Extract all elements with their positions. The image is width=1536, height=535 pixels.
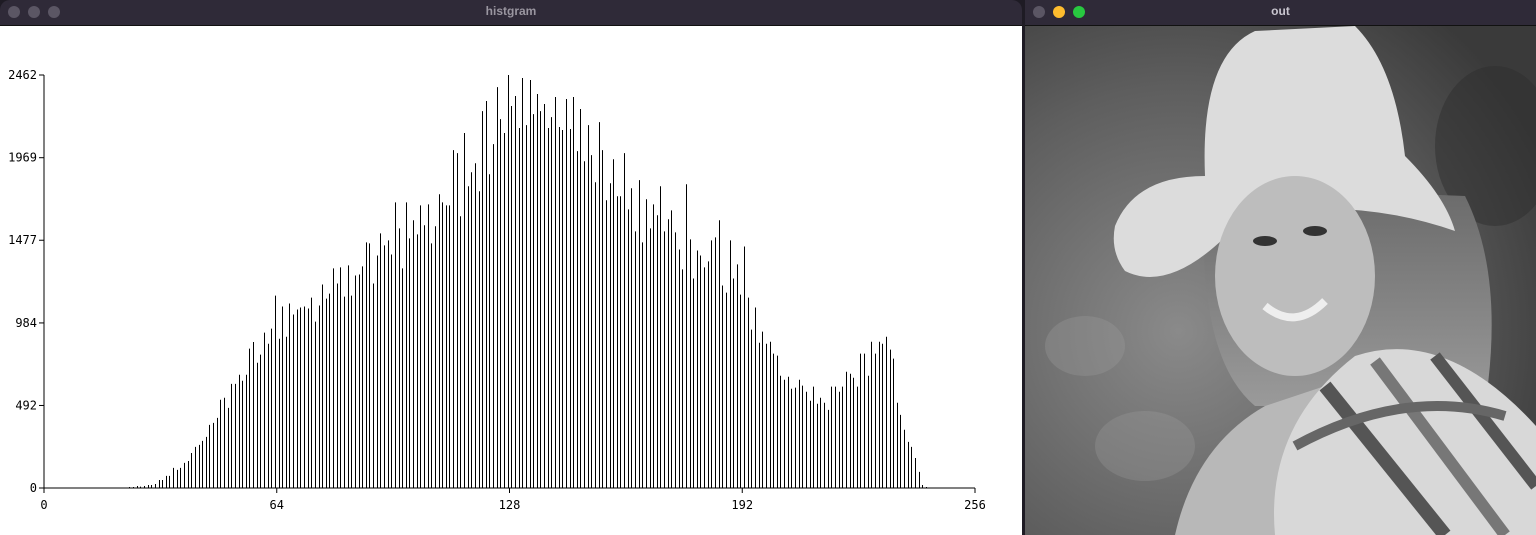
y-tick-label: 2462	[8, 68, 37, 82]
output-titlebar[interactable]: out	[1025, 0, 1536, 26]
histogram-window: histgram 0 492 984 1477 1969 2462 0 64 128 192 256	[0, 0, 1022, 535]
y-tick-label: 1969	[8, 151, 37, 165]
histogram-titlebar[interactable]: histgram	[0, 0, 1022, 26]
x-tick-label: 192	[731, 498, 753, 512]
y-tick-label: 492	[15, 398, 37, 412]
window-title: histgram	[485, 4, 537, 18]
x-tick-label: 128	[499, 498, 521, 512]
y-tick-label: 984	[15, 316, 37, 330]
output-window: out	[1025, 0, 1536, 535]
window-title: out	[1271, 4, 1290, 18]
y-tick-label: 0	[30, 481, 37, 495]
output-image	[1025, 26, 1536, 535]
zoom-button[interactable]	[48, 6, 60, 18]
y-tick-label: 1477	[8, 233, 37, 247]
grayscale-photo	[1025, 26, 1536, 535]
minimize-button[interactable]	[28, 6, 40, 18]
x-tick-label: 64	[270, 498, 284, 512]
x-tick-label: 0	[40, 498, 47, 512]
histogram-canvas: 0 492 984 1477 1969 2462 0 64 128 192 256	[0, 26, 1022, 535]
histogram-chart: 0 492 984 1477 1969 2462 0 64 128 192 256	[8, 68, 986, 512]
close-button[interactable]	[1033, 6, 1045, 18]
close-button[interactable]	[8, 6, 20, 18]
minimize-button[interactable]	[1053, 6, 1065, 18]
zoom-button[interactable]	[1073, 6, 1085, 18]
x-tick-label: 256	[964, 498, 986, 512]
